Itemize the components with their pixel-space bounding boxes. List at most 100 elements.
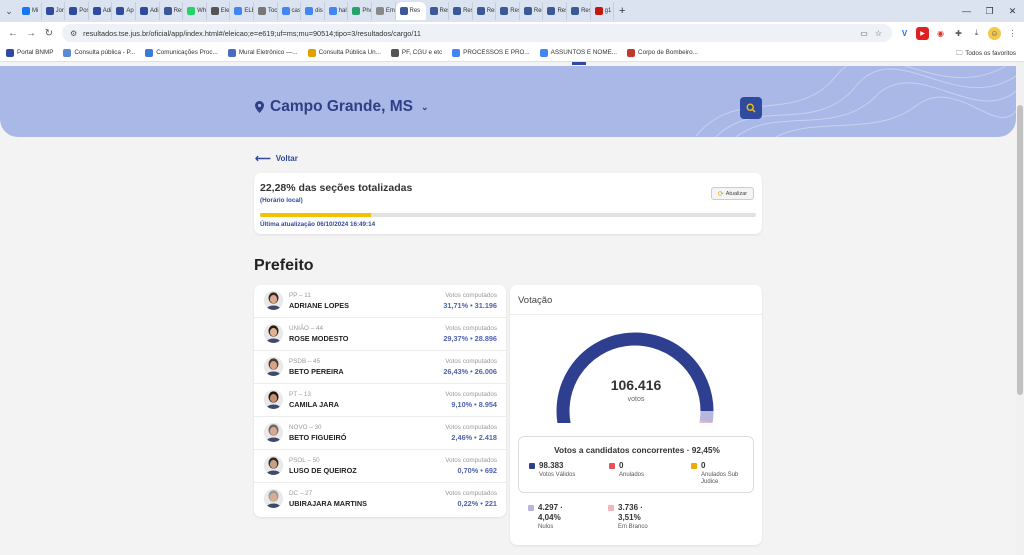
site-info-icon[interactable]: ⚙ — [70, 28, 78, 38]
back-icon[interactable]: ← — [8, 27, 18, 39]
bookmark-item[interactable]: Portal BNMP — [6, 48, 54, 57]
candidate-row[interactable]: PSOL – 50 LUSO DE QUEIROZ Votos computados… — [254, 450, 506, 483]
scroll-thumb[interactable] — [1017, 105, 1023, 395]
browser-tab[interactable]: Jor — [42, 2, 66, 20]
profile-avatar-icon[interactable]: ☺ — [988, 26, 1001, 40]
candidate-row[interactable]: PP – 11 ADRIANE LOPES Votos computados 31,7… — [254, 285, 506, 318]
refresh-button[interactable]: ⟳ Atualizar — [711, 187, 754, 200]
total-votes-unit: votos — [627, 396, 645, 403]
candidate-row[interactable]: UNIÃO – 44 ROSE MODESTO Votos computados 29… — [254, 318, 506, 351]
cast-icon[interactable]: ▭ — [860, 28, 868, 38]
browser-tab[interactable]: Wh — [183, 2, 207, 20]
bookmark-item[interactable]: PROCESSOS E PRO... — [452, 48, 530, 57]
forward-icon[interactable]: → — [26, 27, 36, 39]
browser-tab[interactable]: Adi — [89, 2, 113, 20]
tab-favicon-icon — [116, 7, 125, 15]
browser-tab[interactable]: Adi — [136, 2, 160, 20]
vpn-extension-icon[interactable]: V — [901, 28, 908, 38]
browser-tab[interactable]: Toc — [254, 2, 278, 20]
bookmark-item[interactable]: Corpo de Bombeiro... — [627, 48, 698, 57]
all-bookmarks[interactable]: 🗀 Todos os favoritos — [956, 44, 1016, 62]
votes-computed-label: Votos computados — [445, 490, 497, 497]
bookmark-item[interactable]: Mural Eletrônico —... — [227, 48, 298, 57]
tab-title: Res — [557, 8, 566, 14]
new-tab-button[interactable]: + — [619, 5, 626, 17]
candidate-party: PSOL – 50 — [289, 457, 320, 464]
bookmark-favicon-icon — [6, 48, 14, 57]
candidate-name: UBIRAJARA MARTINS — [289, 499, 367, 508]
gauge-valid-segment — [556, 332, 714, 423]
bookmark-label: ASSUNTOS E NOME... — [550, 49, 618, 56]
browser-tab[interactable]: Pho — [348, 2, 372, 20]
tab-title: Adi — [102, 8, 112, 14]
candidate-votes: 31.196 — [474, 301, 497, 310]
folder-icon: 🗀 — [955, 49, 963, 57]
browser-tab[interactable]: Res — [520, 2, 544, 20]
tab-favicon-icon — [22, 7, 30, 15]
legend-swatch — [528, 505, 534, 511]
browser-tab[interactable]: dis — [301, 2, 325, 20]
browser-tab[interactable]: Res — [449, 2, 473, 20]
browser-tab[interactable]: hal — [325, 2, 349, 20]
address-bar[interactable]: ⚙ resultados.tse.jus.br/oficial/app/inde… — [62, 24, 892, 42]
youtube-extension-icon[interactable]: ▶ — [916, 26, 929, 40]
candidate-avatar — [264, 324, 283, 343]
tab-favicon-icon — [571, 7, 580, 15]
browser-tab[interactable]: Res — [473, 2, 497, 20]
tab-search-icon[interactable]: ⌄ — [5, 5, 13, 16]
browser-tab[interactable]: Mi — [18, 2, 42, 20]
candidate-percent: 2,46% — [451, 433, 473, 442]
restore-icon[interactable]: ❐ — [985, 5, 994, 16]
bookmark-star-icon[interactable]: ☆ — [874, 28, 882, 38]
candidate-row[interactable]: NOVO – 30 BETO FIGUEIRÓ Votos computados 2,… — [254, 417, 506, 450]
candidate-party: PT – 13 — [289, 391, 311, 398]
browser-tab[interactable]: cas — [278, 2, 302, 20]
browser-tab[interactable]: Em — [372, 2, 396, 20]
browser-tab[interactable]: Pos — [65, 2, 89, 20]
bookmark-item[interactable]: ASSUNTOS E NOME... — [539, 48, 618, 57]
concurrent-title: Votos a candidatos concorrentes · 92,45% — [554, 445, 720, 455]
browser-tab[interactable]: Ap — [112, 2, 136, 20]
bookmark-label: Comunicações Proc... — [156, 49, 218, 56]
candidate-party: PP – 11 — [289, 292, 311, 299]
search-button[interactable] — [740, 97, 762, 119]
bookmark-item[interactable]: PF, CGU e etc — [390, 48, 443, 57]
close-window-icon[interactable]: ✕ — [1008, 5, 1017, 16]
download-icon[interactable]: ⤓ — [974, 28, 979, 37]
extensions-puzzle-icon[interactable]: ✚ — [955, 28, 962, 38]
separator-dot: • — [468, 367, 475, 376]
bookmark-item[interactable]: Comunicações Proc... — [145, 48, 218, 57]
browser-tab[interactable]: Res — [496, 2, 520, 20]
browser-tab[interactable]: g1 — [591, 2, 615, 20]
bookmark-item[interactable]: Consulta pública - P... — [63, 48, 136, 57]
browser-tab[interactable]: Res — [426, 2, 450, 20]
candidate-row[interactable]: PT – 13 CAMILA JARA Votos computados 9,10% … — [254, 384, 506, 417]
tab-title: cas — [291, 8, 301, 14]
browser-tab[interactable]: Res — [543, 2, 568, 20]
browser-tab[interactable]: Ele — [207, 2, 231, 20]
tab-title: Mi — [32, 8, 39, 14]
bookmark-item[interactable]: Consulta Pública Un... — [307, 48, 381, 57]
browser-menu-icon[interactable]: ⋮ — [1008, 28, 1017, 38]
bookmark-label: Portal BNMP — [17, 49, 54, 56]
back-link[interactable]: ⟵ Voltar — [255, 152, 298, 165]
browser-tab[interactable]: Res✕ — [395, 2, 426, 20]
reload-icon[interactable]: ↻ — [44, 27, 54, 39]
bookmark-label: PF, CGU e etc — [401, 49, 443, 56]
page-scrollbar[interactable] — [1016, 62, 1024, 555]
city-selector[interactable]: Campo Grande, MS ⌄ — [255, 98, 429, 116]
bookmark-label: Consulta pública - P... — [74, 49, 136, 56]
tab-title: Res — [581, 8, 590, 14]
candidate-row[interactable]: DC – 27 UBIRAJARA MARTINS Votos computados… — [254, 483, 506, 516]
browser-tab[interactable]: ELE — [230, 2, 254, 20]
candidate-votes: 221 — [484, 499, 497, 508]
browser-tab[interactable]: Res — [160, 2, 184, 20]
red-extension-icon[interactable]: ◉ — [937, 28, 944, 38]
candidate-party: NOVO – 30 — [289, 424, 322, 431]
bookmark-list: Portal BNMP Consulta pública - P... Comuni… — [6, 48, 708, 57]
minimize-icon[interactable]: — — [962, 6, 971, 16]
candidate-row[interactable]: PSDB – 45 BETO PEREIRA Votos computados 26,… — [254, 351, 506, 384]
browser-tab[interactable]: Res — [567, 2, 591, 20]
refresh-label: Atualizar — [725, 190, 748, 197]
vote-stat-value: 0 — [701, 461, 706, 470]
